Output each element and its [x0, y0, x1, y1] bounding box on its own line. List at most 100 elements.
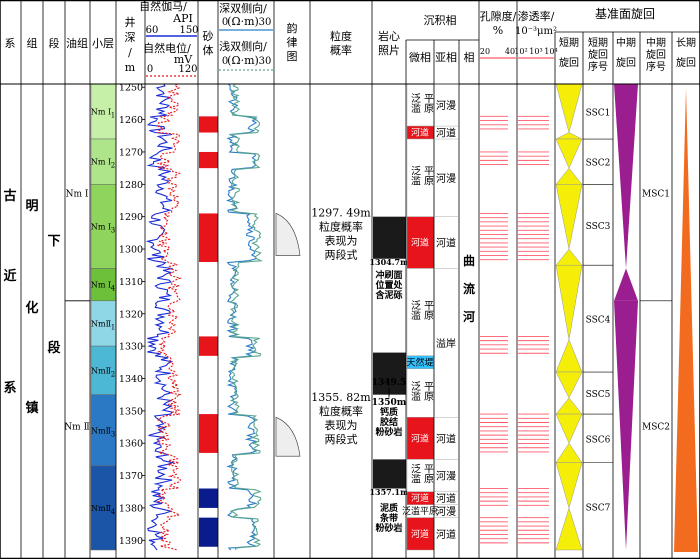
header-zhongqino-3: 序号 — [646, 60, 666, 73]
header-xiang: 相 — [464, 51, 475, 64]
header-duanqi-2: 旋回 — [559, 56, 579, 69]
header-deep-min: 0 — [222, 17, 228, 28]
micro-facies-label: 泛滥平原 — [402, 505, 438, 517]
grain-note-line: 表现为 — [325, 418, 358, 432]
header-shallow-2: (Ω·m) — [227, 54, 259, 67]
micro-facies-label-2: 平原 — [422, 300, 434, 320]
layer-sub: 4 — [111, 508, 116, 516]
header-jingshen-1: 井 — [125, 15, 136, 29]
header-duanqino-3: 序号 — [588, 60, 608, 73]
micro-facies-label: 河道 — [411, 492, 429, 504]
micro-facies-label: 河道 — [411, 528, 429, 540]
ssc-label: SSC4 — [586, 316, 611, 326]
sub-facies-label: 河漫 — [436, 173, 456, 185]
strat-duan-char: 下 — [47, 234, 60, 249]
header-sp-2: mV — [174, 53, 193, 66]
header-deep-1: 深双侧向/ — [219, 1, 267, 15]
sand-body — [199, 213, 218, 262]
layer-sub: 2 — [111, 162, 115, 170]
micro-facies-label: 泛滥 — [409, 381, 421, 401]
sand-body — [199, 336, 218, 356]
strat-xi-char: 系 — [3, 380, 16, 396]
sub-facies-label: 河道 — [436, 237, 456, 250]
header-xi: 系 — [5, 37, 16, 50]
grain-note-line: 粒度概率 — [319, 220, 363, 234]
layer-label: NmⅡ — [91, 426, 111, 435]
grain-note-line: 粒度概率 — [319, 404, 363, 418]
core-note-line: 1350m — [372, 398, 407, 408]
header-perm-tick-1: 10² — [514, 47, 527, 56]
header-xiaoceng: 小层 — [92, 37, 114, 50]
header-chenjixiang: 沉积相 — [424, 14, 457, 27]
msc-label: MSC2 — [642, 422, 670, 432]
sand-body — [199, 488, 218, 508]
micro-facies-cell — [406, 268, 435, 357]
header-deep-2: (Ω·m) — [227, 15, 259, 28]
core-note: 1357.1m — [369, 487, 409, 497]
ssc-rise-triangle — [555, 167, 583, 185]
strat-zu-char: 明 — [25, 199, 38, 214]
core-note-line: 1349.5 — [372, 378, 406, 388]
header-yaxiang: 亚相 — [435, 51, 457, 64]
header-zhongqino-2: 旋回 — [646, 48, 666, 61]
main-facies-char: 流 — [463, 281, 475, 296]
ssc-label: SSC6 — [586, 435, 611, 445]
depth-tick-label: 1340 — [119, 374, 143, 385]
header-shentou-1: 渗透率/ — [518, 9, 555, 23]
msc-rise-triangle — [614, 268, 638, 301]
core-photo — [373, 352, 406, 395]
core-photo — [373, 216, 406, 259]
depth-tick-label: 1370 — [119, 471, 143, 482]
header-deep-max: 30 — [259, 17, 272, 28]
header-duan: 段 — [49, 36, 60, 50]
msc-fall-triangle — [614, 84, 638, 269]
header-duanqino-2: 旋回 — [588, 48, 608, 61]
header-kongxidu-1: 孔隙度/ — [480, 9, 517, 23]
sand-body — [199, 116, 218, 133]
rhythm-sketch — [275, 416, 301, 457]
sand-body — [199, 517, 218, 547]
core-note-line: 粉砂岩 — [375, 426, 402, 438]
sand-body — [199, 414, 218, 453]
layer-band — [90, 300, 117, 347]
sub-facies-label: 河漫 — [436, 471, 456, 483]
micro-facies-label-2: 平原 — [422, 166, 434, 186]
depth-tick-label: 1270 — [119, 147, 143, 158]
header-changqi-2: 旋回 — [676, 56, 696, 69]
micro-facies-label-2: 平原 — [422, 93, 434, 113]
depth-tick-label: 1320 — [119, 309, 143, 320]
micro-facies-label-2: 平原 — [422, 464, 434, 484]
header-yanxin-2: 照片 — [378, 44, 400, 57]
header-lidu-2: 概率 — [330, 43, 352, 57]
micro-facies-cell — [406, 368, 435, 418]
header-sp-1: 自然电位/ — [143, 41, 191, 55]
header-sp-max: 120 — [178, 64, 197, 75]
micro-facies-cell — [406, 83, 435, 127]
header-shallow-min: 0 — [222, 56, 228, 67]
depth-tick-label: 1290 — [119, 212, 143, 223]
header-jingshen-3: / — [128, 46, 132, 59]
core-note-line: 泥质 — [380, 502, 398, 514]
ssc-fall-triangle — [555, 413, 583, 444]
header-kongxidu-2: % — [493, 24, 503, 37]
header-shatiti-2: 体 — [203, 43, 214, 57]
layer-label: Nm Ⅰ — [91, 281, 111, 290]
micro-facies-cell — [406, 138, 435, 217]
layer-label: NmⅡ — [91, 319, 111, 328]
ssc-rise-triangle — [555, 338, 583, 373]
depth-tick-label: 1330 — [119, 342, 143, 353]
header-duanqi-1: 短期 — [559, 36, 579, 49]
ssc-label: SSC2 — [586, 159, 611, 169]
msc-fall-triangle — [614, 300, 638, 550]
grain-note-line: 1297. 49m — [311, 207, 371, 220]
header-zu: 组 — [27, 36, 38, 50]
layer-sub: 3 — [111, 430, 115, 438]
depth-tick-label: 1300 — [119, 245, 143, 256]
strat-xi-char: 近 — [3, 268, 16, 284]
ssc-fall-triangle — [555, 184, 583, 250]
core-note-line: 含泥砾 — [374, 289, 402, 301]
micro-facies-cell — [406, 459, 435, 492]
header-yunlv-3: 图 — [287, 50, 298, 63]
micro-facies-cell — [406, 216, 435, 269]
shallow-curve — [229, 83, 264, 551]
